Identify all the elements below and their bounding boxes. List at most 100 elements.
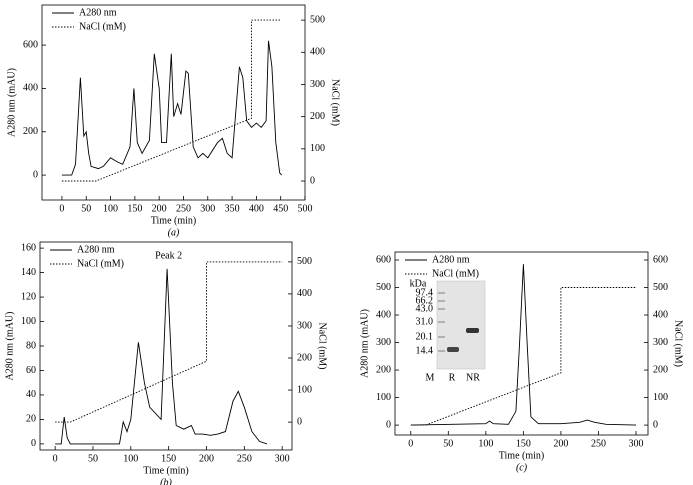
- series-line: [55, 268, 268, 445]
- y2-tick-label: 400: [653, 309, 668, 320]
- legend-label: A280 nm: [79, 7, 117, 18]
- gel-marker-band: [438, 308, 445, 310]
- series-line: [410, 287, 636, 426]
- y-axis-label: A280 nm (mAU): [4, 312, 15, 381]
- gel-image: [436, 280, 486, 370]
- annotation: Peak 2: [155, 250, 182, 261]
- y-tick-label: 160: [21, 242, 36, 253]
- x-tick-label: 250: [591, 438, 606, 449]
- x-tick-label: 450: [273, 203, 288, 214]
- legend-label: NaCl (mM): [77, 258, 124, 269]
- panel-label: (a): [168, 227, 180, 238]
- gel-unit: kDa: [410, 278, 427, 289]
- gel-lane-label: M: [426, 372, 435, 383]
- x-tick-label: 150: [161, 453, 176, 464]
- x-tick-label: 350: [225, 203, 240, 214]
- x-tick-label: 250: [176, 203, 191, 214]
- y2-tick-label: 400: [297, 288, 312, 299]
- gel-marker-band: [438, 300, 445, 302]
- gel-band: [447, 347, 459, 352]
- y2-tick-label: 0: [310, 175, 315, 186]
- gel-lane-label: R: [449, 372, 456, 383]
- gel-marker-label: 14.4: [416, 345, 434, 356]
- y-tick-label: 600: [376, 254, 391, 265]
- gel-marker-label: 20.1: [416, 331, 434, 342]
- y-tick-label: 20: [26, 414, 36, 425]
- y2-tick-label: 200: [297, 352, 312, 363]
- x-tick-label: 300: [275, 453, 290, 464]
- y-tick-label: 0: [31, 438, 36, 449]
- x-tick-label: 100: [103, 203, 118, 214]
- gel-marker-label: 43.0: [416, 303, 434, 314]
- x-tick-label: 300: [200, 203, 215, 214]
- x-tick-label: 200: [553, 438, 568, 449]
- y2-tick-label: 400: [310, 47, 325, 58]
- y-tick-label: 140: [21, 267, 36, 278]
- x-tick-label: 250: [237, 453, 252, 464]
- x-axis-label: Time (min): [499, 450, 544, 461]
- y2-tick-label: 0: [297, 416, 302, 427]
- y-tick-label: 400: [23, 83, 38, 94]
- y-tick-label: 40: [26, 389, 36, 400]
- legend-label: NaCl (mM): [79, 21, 126, 32]
- y-tick-label: 100: [21, 316, 36, 327]
- x-tick-label: 200: [152, 203, 167, 214]
- x-tick-label: 50: [81, 203, 91, 214]
- y2-axis-label: NaCl (mM): [317, 323, 328, 370]
- y2-tick-label: 500: [297, 256, 312, 267]
- y-tick-label: 0: [386, 419, 391, 430]
- x-tick-label: 200: [199, 453, 214, 464]
- x-tick-label: 0: [59, 203, 64, 214]
- x-tick-label: 50: [443, 438, 453, 449]
- x-tick-label: 150: [127, 203, 142, 214]
- y2-tick-label: 500: [653, 282, 668, 293]
- gel-marker-band: [438, 292, 445, 294]
- y2-tick-label: 200: [653, 364, 668, 375]
- y2-tick-label: 200: [310, 111, 325, 122]
- plot-frame: [41, 4, 306, 201]
- y2-tick-label: 300: [653, 337, 668, 348]
- legend-label: NaCl (mM): [432, 268, 479, 279]
- gel-lane-label: NR: [466, 372, 480, 383]
- y-tick-label: 500: [376, 282, 391, 293]
- y-tick-label: 600: [23, 39, 38, 50]
- y2-tick-label: 100: [297, 384, 312, 395]
- y2-tick-label: 100: [310, 143, 325, 154]
- gel-band: [466, 328, 479, 333]
- plot-frame: [39, 241, 293, 451]
- y2-tick-label: 500: [310, 14, 325, 25]
- x-tick-label: 300: [628, 438, 643, 449]
- y2-tick-label: 300: [310, 79, 325, 90]
- series-line: [55, 261, 283, 423]
- y-tick-label: 200: [23, 126, 38, 137]
- x-tick-label: 0: [408, 438, 413, 449]
- x-axis-label: Time (min): [151, 215, 196, 226]
- y-tick-label: 60: [26, 365, 36, 376]
- gel-marker-band: [438, 321, 445, 323]
- gel-marker-label: 97.4: [416, 287, 434, 298]
- y-tick-label: 200: [376, 364, 391, 375]
- gel-marker-band: [438, 336, 445, 338]
- y2-axis-label: NaCl (mM): [673, 320, 684, 367]
- y-tick-label: 120: [21, 291, 36, 302]
- x-tick-label: 500: [298, 203, 313, 214]
- y-tick-label: 400: [376, 309, 391, 320]
- gel-marker-label: 66.2: [416, 295, 434, 306]
- x-tick-label: 400: [249, 203, 264, 214]
- legend-label: A280 nm: [432, 254, 470, 265]
- y-axis-label: A280 nm (mAU): [359, 309, 370, 378]
- y-tick-label: 300: [376, 337, 391, 348]
- y-tick-label: 80: [26, 340, 36, 351]
- y2-tick-label: 300: [297, 320, 312, 331]
- x-axis-label: Time (min): [143, 465, 188, 476]
- y-axis-label: A280 nm (mAU): [6, 68, 17, 137]
- series-line: [61, 19, 281, 182]
- series-line: [61, 40, 283, 176]
- series-line: [410, 264, 637, 426]
- panel-label: (b): [160, 477, 172, 485]
- gel-marker-label: 31.0: [416, 316, 434, 327]
- legend-label: A280 nm: [77, 244, 115, 255]
- x-tick-label: 100: [123, 453, 138, 464]
- y-tick-label: 0: [33, 169, 38, 180]
- x-tick-label: 50: [88, 453, 98, 464]
